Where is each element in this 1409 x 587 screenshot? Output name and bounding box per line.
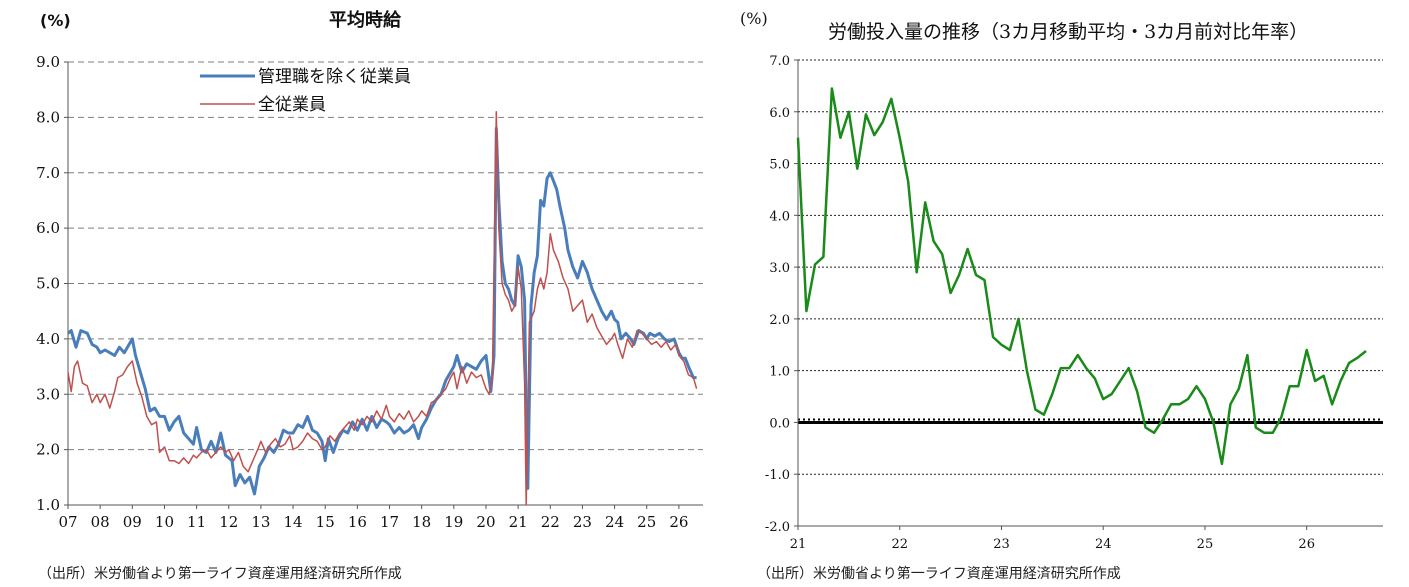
y-tick-label: 5.0: [36, 275, 60, 293]
y-unit-label: (%): [40, 11, 71, 30]
y-tick-label: 0.0: [769, 416, 790, 431]
x-tick-label: 13: [251, 513, 270, 531]
x-tick-label: 25: [637, 513, 656, 531]
y-unit-label: (%): [740, 9, 768, 28]
source-note-right: （出所）米労働省より第一ライフ資産運用経済研究所作成: [757, 566, 1121, 582]
x-tick-label: 24: [1095, 537, 1112, 552]
legend-label: 管理職を除く従業員: [258, 67, 411, 87]
y-tick-label: 4.0: [36, 330, 60, 348]
x-tick-label: 23: [993, 537, 1010, 552]
x-tick-label: 14: [284, 513, 303, 531]
x-tick-label: 26: [1298, 537, 1315, 552]
x-tick-label: 22: [541, 513, 560, 531]
x-tick-label: 15: [316, 513, 335, 531]
y-tick-label: 2.0: [36, 441, 60, 459]
y-tick-label: 9.0: [36, 53, 60, 71]
y-tick-label: -2.0: [765, 520, 790, 535]
x-tick-label: 23: [573, 513, 592, 531]
x-tick-label: 22: [891, 537, 908, 552]
x-tick-label: 24: [605, 513, 624, 531]
labor-input-chart: 労働投入量の推移（3カ月移動平均・3カ月前対比年率） (%) 7.0 6.0 5.0 4.…: [740, 9, 1383, 552]
y-tick-label: 4.0: [769, 209, 790, 224]
series-line-1: [796, 87, 1367, 466]
series-line-2: [67, 111, 698, 506]
y-tick-label: 3.0: [769, 261, 790, 276]
series-line-1: [67, 126, 697, 496]
y-tick-label: 7.0: [36, 164, 60, 182]
x-tick-label: 12: [219, 513, 238, 531]
x-tick-label: 19: [444, 513, 463, 531]
legend-label: 全従業員: [258, 95, 326, 115]
x-tick-label: 20: [476, 513, 495, 531]
average-hourly-wage-chart: 平均時給 (%) 9.0 8.0 7.0 6.0 5.0 4.0 3.0 2.0 1.007 08 09…: [36, 9, 703, 531]
x-tick-label: 26: [669, 513, 688, 531]
y-tick-label: 7.0: [769, 54, 790, 69]
x-tick-label: 21: [790, 537, 807, 552]
y-tick-label: 5.0: [769, 158, 790, 173]
y-tick-label: 8.0: [36, 108, 60, 126]
x-tick-label: 18: [412, 513, 431, 531]
chart-title: 平均時給: [329, 9, 402, 31]
chart-title: 労働投入量の推移（3カ月移動平均・3カ月前対比年率）: [828, 21, 1308, 43]
x-tick-label: 25: [1197, 537, 1214, 552]
y-tick-label: 6.0: [769, 106, 790, 121]
y-tick-label: 1.0: [36, 496, 60, 514]
x-tick-label: 10: [155, 513, 174, 531]
x-tick-label: 11: [187, 513, 206, 531]
x-tick-label: 07: [58, 513, 77, 531]
x-tick-label: 17: [380, 513, 399, 531]
y-tick-label: 1.0: [769, 365, 790, 380]
y-tick-label: 3.0: [36, 385, 60, 403]
y-tick-label: 2.0: [769, 313, 790, 328]
x-tick-label: 21: [509, 513, 528, 531]
y-tick-label: -1.0: [765, 468, 790, 483]
x-tick-label: 08: [91, 513, 110, 531]
x-tick-label: 09: [123, 513, 142, 531]
x-tick-label: 16: [348, 513, 367, 531]
y-tick-label: 6.0: [36, 219, 60, 237]
source-note-left: （出所）米労働省より第一ライフ資産運用経済研究所作成: [38, 566, 402, 582]
